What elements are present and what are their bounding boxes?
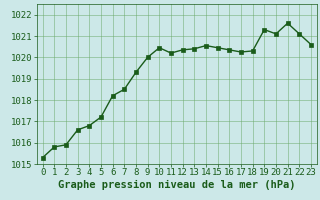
X-axis label: Graphe pression niveau de la mer (hPa): Graphe pression niveau de la mer (hPa): [58, 180, 296, 190]
